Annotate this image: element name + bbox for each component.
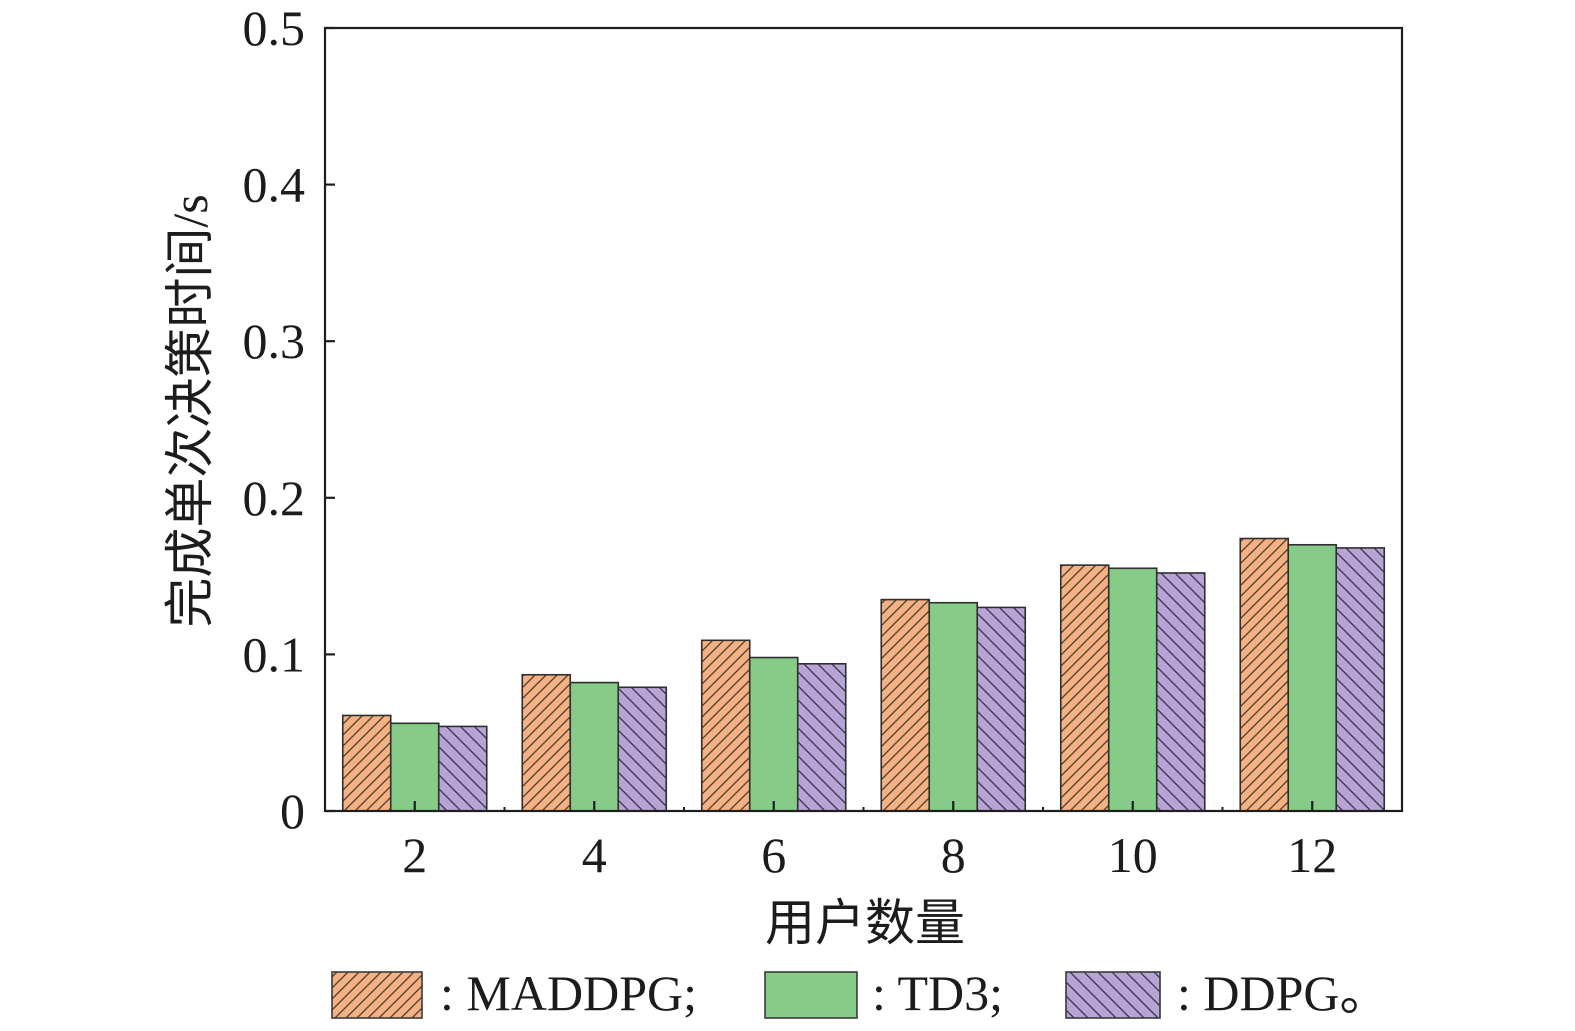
legend: : MADDPG; : TD3; : DDPG。 [331, 965, 1390, 1021]
bar-ddpg-8 [976, 606, 1027, 812]
legend-item-td3: : TD3; [764, 965, 1003, 1021]
legend-series-name: DDPG [1203, 965, 1339, 1021]
x-tick-label: 12 [1287, 827, 1337, 883]
bar-ddpg-6 [796, 662, 847, 812]
legend-prefix: : [872, 965, 898, 1021]
bars-group [341, 537, 1386, 812]
legend-label-td3: : TD3; [872, 965, 1003, 1021]
x-tick-label: 4 [582, 827, 607, 883]
y-axis-label: 完成单次决策时间/s [162, 194, 218, 627]
bar-maddpg-4 [521, 673, 572, 812]
legend-prefix: : [440, 965, 466, 1021]
legend-suffix: ; [683, 965, 697, 1021]
legend-swatch-maddpg [331, 971, 423, 1019]
legend-item-maddpg: : MADDPG; [331, 965, 697, 1021]
bar-td3-10 [1107, 567, 1158, 812]
y-tick-label: 0 [280, 783, 305, 839]
bar-maddpg-6 [700, 639, 751, 812]
legend-label-maddpg: : MADDPG; [440, 965, 697, 1021]
legend-swatch-ddpg [1065, 971, 1161, 1019]
bar-ddpg-4 [617, 686, 668, 812]
legend-swatch-td3 [764, 971, 858, 1019]
y-tick-label: 0.3 [243, 313, 306, 369]
x-tick-label: 10 [1108, 827, 1158, 883]
legend-suffix: 。 [1340, 965, 1390, 1021]
bar-td3-4 [569, 681, 620, 812]
bar-ddpg-2 [437, 725, 488, 812]
x-tick-label: 6 [761, 827, 786, 883]
bar-td3-12 [1287, 543, 1338, 812]
legend-series-name: TD3 [898, 965, 990, 1021]
x-axis-label: 用户数量 [765, 895, 965, 951]
x-axis: 2 4 6 8 10 12 [402, 801, 1337, 883]
y-tick-label: 0.4 [243, 157, 306, 213]
bar-maddpg-2 [341, 714, 392, 812]
y-tick-label: 0.5 [243, 0, 306, 56]
legend-series-name: MADDPG [466, 965, 683, 1021]
legend-prefix: : [1177, 965, 1203, 1021]
bar-td3-2 [389, 722, 440, 812]
bar-ddpg-10 [1155, 572, 1206, 812]
bar-maddpg-12 [1239, 537, 1290, 812]
bar-maddpg-8 [880, 598, 931, 812]
bar-maddpg-10 [1059, 564, 1110, 812]
bar-td3-6 [748, 656, 799, 812]
x-tick-label: 8 [941, 827, 966, 883]
bar-td3-8 [928, 601, 979, 812]
y-tick-label: 0.1 [243, 626, 306, 682]
legend-suffix: ; [989, 965, 1003, 1021]
x-tick-label: 2 [402, 827, 427, 883]
y-tick-label: 0.2 [243, 470, 306, 526]
y-axis: 0 0.1 0.2 0.3 0.4 0.5 [243, 0, 335, 839]
legend-item-ddpg: : DDPG。 [1065, 965, 1390, 1021]
bar-ddpg-12 [1335, 547, 1386, 812]
legend-label-ddpg: : DDPG。 [1177, 965, 1390, 1021]
